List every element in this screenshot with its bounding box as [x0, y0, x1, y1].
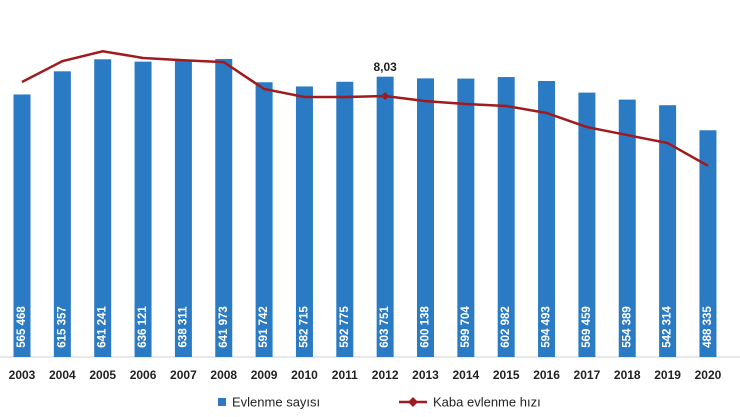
x-tick-label: 2014: [452, 368, 479, 382]
bar: [618, 99, 636, 358]
bar-value-label: 641 973: [218, 306, 230, 348]
bar: [13, 94, 31, 357]
x-tick-label: 2008: [210, 368, 237, 382]
x-tick-label: 2016: [533, 368, 560, 382]
bar: [295, 86, 313, 358]
x-tick-label: 2003: [9, 368, 36, 382]
x-tick-label: 2013: [412, 368, 439, 382]
bar: [134, 61, 152, 357]
bar-value-label: 603 751: [379, 306, 391, 348]
bar: [255, 82, 273, 358]
x-tick-label: 2019: [654, 368, 681, 382]
line-value-label: 8,03: [373, 60, 397, 74]
x-tick-label: 2018: [614, 368, 641, 382]
bar-value-label: 591 742: [258, 306, 270, 348]
bar-value-label: 638 311: [177, 306, 189, 348]
x-tick-label: 2020: [695, 368, 722, 382]
bar-value-label: 615 357: [56, 306, 68, 348]
bar-value-label: 636 121: [137, 306, 149, 348]
bar-value-label: 569 459: [581, 306, 593, 348]
line: [21, 49, 709, 167]
x-tick-label: 2010: [291, 368, 318, 382]
bar-value-label: 599 704: [460, 306, 472, 348]
bar: [53, 71, 71, 358]
bar-value-label: 542 314: [662, 306, 674, 348]
x-tick-label: 2005: [89, 368, 116, 382]
bar: [659, 105, 677, 357]
legend-label: Kaba evlenme hızı: [433, 394, 541, 409]
bar-value-label: 565 468: [16, 306, 28, 348]
bar-value-label: 602 982: [500, 306, 512, 348]
x-tick-label: 2007: [170, 368, 197, 382]
bar-value-label: 488 335: [702, 306, 714, 348]
bar-value-label: 600 138: [420, 306, 432, 348]
marker: [381, 92, 390, 101]
bar: [699, 130, 717, 357]
bar: [94, 59, 112, 357]
bar-value-label: 592 775: [339, 306, 351, 348]
bar: [376, 76, 394, 357]
x-tick-label: 2004: [49, 368, 76, 382]
bar: [538, 80, 556, 358]
legend-marker: [408, 397, 418, 407]
x-tick-label: 2011: [332, 368, 358, 382]
bar: [336, 81, 354, 358]
x-tick-label: 2009: [251, 368, 278, 382]
bar: [457, 78, 475, 357]
bar-value-label: 554 389: [621, 306, 633, 348]
x-tick-label: 2012: [372, 368, 399, 382]
bar: [417, 78, 434, 357]
x-tick-label: 2006: [130, 368, 157, 382]
bar: [174, 60, 192, 357]
x-tick-label: 2017: [574, 368, 601, 382]
bar: [215, 58, 233, 358]
bar: [578, 92, 596, 357]
bar: [497, 77, 515, 358]
legend-swatch: [218, 398, 226, 406]
bar-value-label: 594 493: [541, 306, 553, 348]
x-tick-label: 2015: [493, 368, 520, 382]
legend-label: Evlenme sayısı: [232, 394, 320, 409]
bar-value-label: 641 241: [97, 306, 109, 348]
bar-value-label: 582 715: [298, 306, 310, 348]
